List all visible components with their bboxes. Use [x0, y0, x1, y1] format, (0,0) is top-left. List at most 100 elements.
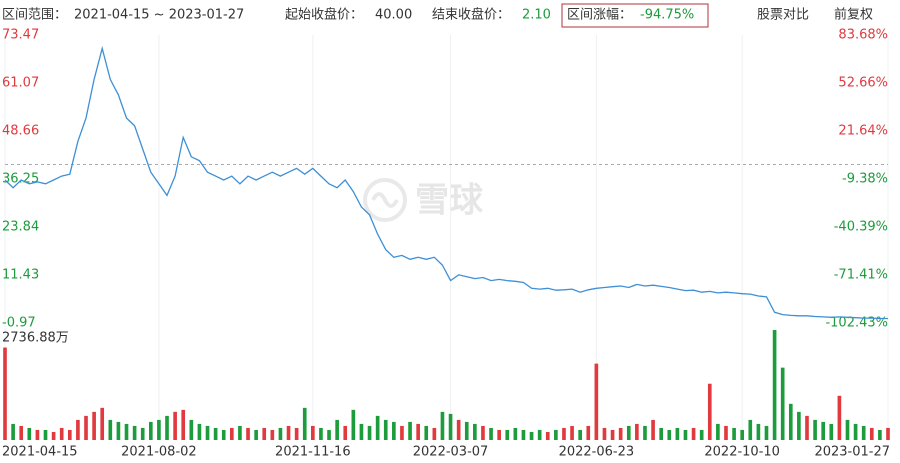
volume-bar	[205, 425, 210, 440]
volume-bar	[683, 429, 688, 440]
volume-bar	[262, 427, 267, 440]
volume-bar	[302, 407, 307, 440]
range: 2021-04-15 ~ 2023-01-27	[74, 8, 244, 23]
volume-bar	[537, 429, 542, 440]
volume-bar	[497, 429, 501, 440]
volume-bar	[643, 425, 647, 440]
volume-bar	[311, 425, 315, 440]
volume-bar	[351, 409, 356, 440]
volume-bar	[157, 419, 161, 440]
volume-bar	[19, 425, 24, 440]
volume-bar	[570, 425, 574, 440]
volume-bar	[343, 425, 348, 440]
volume-bar	[359, 423, 364, 440]
volume-bar	[367, 425, 372, 440]
y-tick-label: 11.43	[2, 268, 39, 283]
y2-tick-label: 83.68%	[838, 28, 888, 43]
change: -94.75%	[640, 8, 694, 23]
volume-bar	[505, 429, 510, 440]
volume-bar	[27, 427, 32, 440]
volume-bar	[716, 423, 720, 440]
volume-bar	[464, 421, 469, 440]
volume-bar	[335, 419, 339, 440]
volume-bar	[270, 429, 275, 440]
volume-bar	[691, 427, 696, 440]
change-box	[561, 3, 709, 28]
volume-bar	[578, 429, 582, 440]
volume-bar	[489, 427, 493, 440]
volume-bar	[610, 429, 615, 440]
volume-bar	[780, 367, 785, 440]
volume-bar	[626, 425, 631, 440]
start-label: 起始收盘价：	[285, 7, 363, 23]
volume-bar	[675, 427, 680, 440]
volume-bar	[286, 425, 291, 440]
x-tick-label: 2021-04-15	[2, 445, 78, 460]
y2-tick-label: -71.41%	[834, 267, 888, 282]
price-line	[4, 45, 888, 320]
volume-bar	[562, 427, 566, 440]
volume-bar	[181, 409, 186, 440]
volume-bar	[35, 429, 40, 440]
volume-bar	[165, 415, 169, 440]
volume-bar	[132, 425, 137, 440]
range-label: 区间范围：	[2, 8, 67, 23]
volume-tick-label: 2736.88万	[2, 331, 69, 346]
volume-bar	[375, 415, 380, 440]
volume-bar	[772, 330, 777, 440]
volume-bar	[173, 411, 177, 440]
volume-bar	[400, 425, 404, 440]
volume-bar	[432, 427, 437, 440]
volume-bar	[148, 421, 153, 440]
volume-bar	[76, 419, 80, 440]
volume-bar	[481, 425, 485, 440]
x-tick-label: 2021-08-02	[121, 445, 197, 460]
volume-bar	[602, 427, 607, 440]
volume-bar	[319, 427, 323, 440]
volume-bar	[124, 423, 129, 440]
volume-bar	[821, 421, 826, 440]
x-tick-label: 2022-06-23	[559, 445, 635, 460]
volume-bar	[707, 383, 712, 440]
watermark-logo	[363, 178, 407, 222]
volume-bar	[424, 425, 429, 440]
volume-bar	[797, 411, 801, 440]
volume-bar	[586, 425, 591, 440]
volume-bar	[659, 427, 663, 440]
volume-bar	[513, 427, 518, 440]
volume-bar	[116, 421, 121, 440]
compare-button[interactable]: 股票对比	[757, 8, 809, 23]
y2-tick-label: -102.43%	[825, 316, 888, 331]
y2-tick-label: -40.39%	[834, 219, 888, 234]
watermark: 雪球	[415, 181, 484, 221]
change-label: 区间涨幅：	[567, 8, 632, 23]
volume-bar	[473, 423, 477, 440]
volume-bar	[408, 421, 412, 440]
y-tick-label: 73.47	[2, 28, 39, 43]
volume-bar	[845, 419, 850, 440]
y2-tick-label: 52.66%	[838, 76, 888, 91]
volume-bar	[635, 423, 639, 440]
volume-bar	[92, 411, 96, 440]
start-close: 40.00	[375, 8, 412, 23]
volume-bar	[740, 429, 745, 440]
volume-bar	[724, 425, 728, 440]
volume-bar	[67, 429, 72, 440]
volume-bar	[100, 407, 105, 440]
volume-bar	[230, 427, 234, 440]
volume-bar	[51, 431, 56, 440]
y2-tick-label: 21.64%	[838, 124, 888, 139]
adjust-button[interactable]: 前复权	[834, 7, 873, 23]
end-label: 结束收盘价：	[432, 7, 510, 23]
volume-bar	[732, 427, 736, 440]
volume-bar	[788, 403, 793, 440]
volume-bar	[221, 429, 226, 440]
volume-bar	[756, 423, 761, 440]
volume-bar	[748, 419, 753, 440]
volume-bar	[11, 423, 15, 440]
volume-bar	[327, 429, 331, 440]
volume-bar	[886, 427, 890, 440]
volume-bar	[294, 427, 299, 440]
volume-bar	[764, 425, 769, 440]
